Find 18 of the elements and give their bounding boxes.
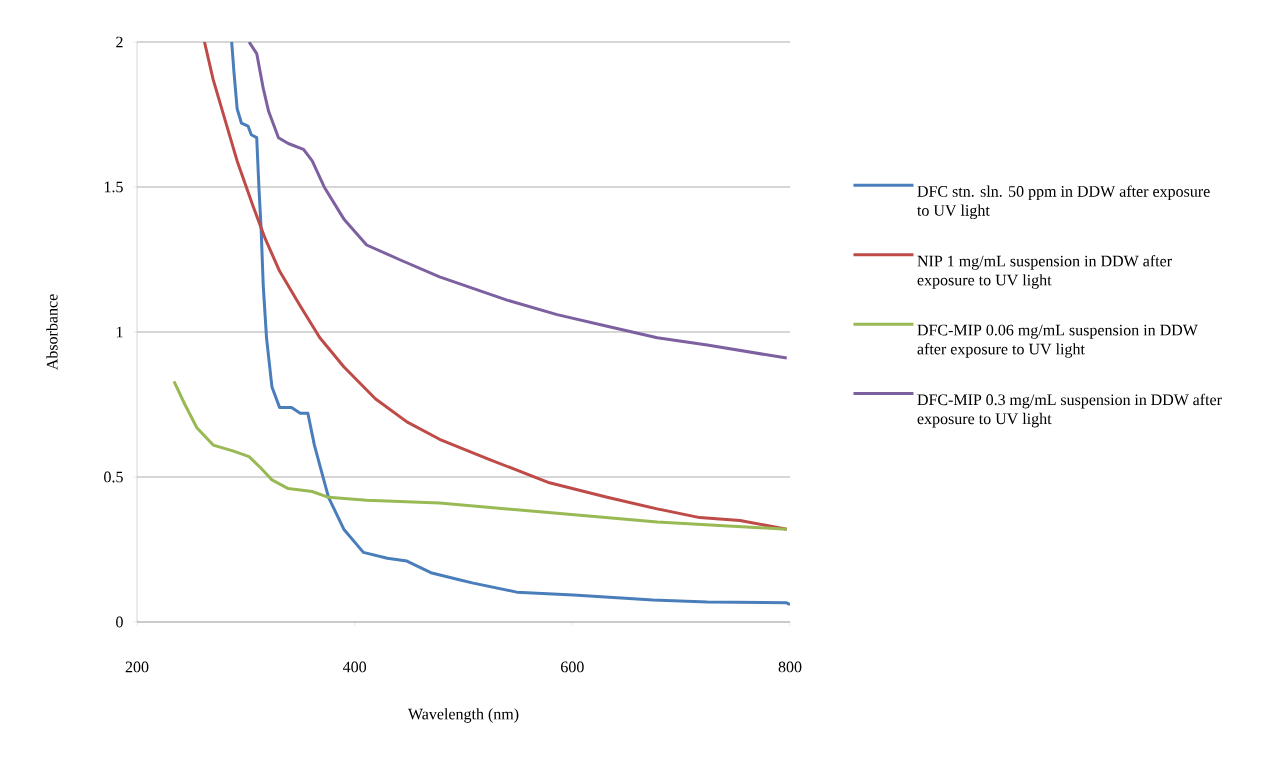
y-tick-label: 1.5 — [104, 181, 123, 193]
x-axis-title: Wavelength (nm) — [407, 708, 519, 723]
x-tick-label: 800 — [778, 661, 802, 673]
x-tick-label: 600 — [561, 661, 584, 673]
legend-label: DFC-MIP 0.3 mg/mL suspension in DDW after exposure to UV light — [917, 393, 1222, 428]
line-series — [172, 379, 789, 531]
y-tick-label: 2 — [116, 36, 123, 48]
y-tick-label: 0 — [116, 616, 123, 628]
legend-label: DFC-MIP 0.06 mg/mL suspension in DDW after exposure to UV light — [917, 324, 1198, 358]
legend-label: NIP 1 mg/mL suspension in DDW after exposure to UV light — [917, 255, 1172, 289]
x-tick-label: 200 — [125, 661, 149, 673]
line-series — [247, 41, 789, 360]
line-series — [230, 41, 790, 607]
legend-label: DFC stn. sln. 50 ppm in DDW after exposure to UV light — [917, 185, 1210, 220]
y-tick-label: 1 — [116, 326, 123, 338]
y-tick-label: 0.5 — [104, 471, 123, 483]
x-tick-label: 400 — [342, 661, 367, 673]
y-axis-title: Absorbance — [46, 294, 58, 371]
